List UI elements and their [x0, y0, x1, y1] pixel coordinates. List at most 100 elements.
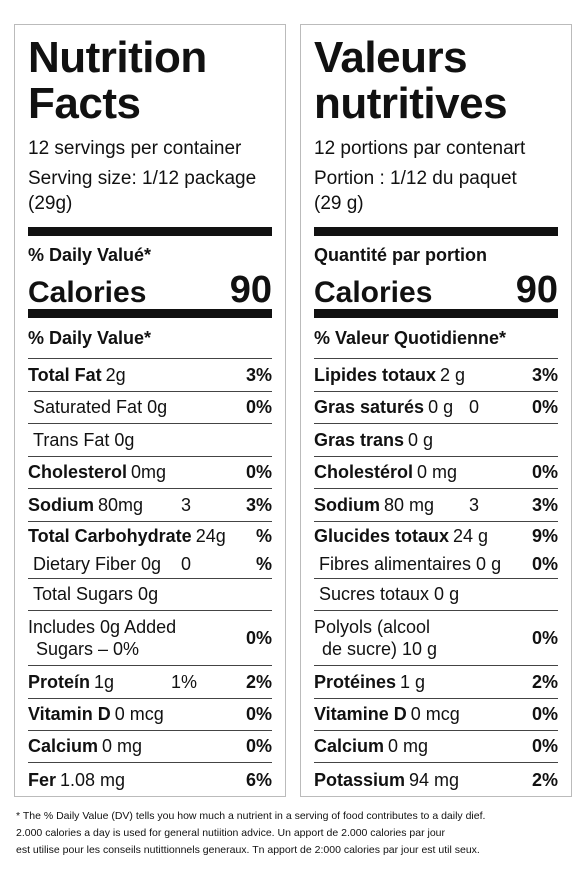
calories-value: 90 — [229, 269, 272, 311]
title: Valeurs nutritives — [314, 33, 508, 128]
nutrient-name: Glucides totaux — [314, 525, 450, 546]
thick-rule — [28, 309, 272, 318]
nutrient-amount: 80 mg — [384, 494, 435, 515]
nutrient-note: 3 — [469, 494, 480, 515]
nutrient-row: Potassium 94 mg 2% — [314, 762, 558, 798]
panel-french: Valeurs nutritives 12 portions par conten… — [300, 24, 572, 797]
nutrient-row: Includes 0g Added Sugars – 0% 0% — [28, 610, 272, 665]
daily-value: 3% — [531, 494, 558, 515]
daily-value: 3% — [245, 364, 272, 385]
daily-value: 0% — [531, 397, 558, 417]
amount-header: Quantité par portion — [314, 245, 487, 265]
title: Nutrition Facts — [28, 33, 207, 128]
nutrient-lines: Includes 0g Added Sugars – 0% — [28, 616, 176, 660]
nutrient-name: Gras saturés — [314, 397, 425, 417]
nutrient-amount: 94 mg — [409, 770, 460, 790]
nutrient-name: Total Fat — [28, 364, 102, 385]
servings: 12 servings per container — [28, 138, 242, 159]
nutrient-row: Gras trans 0 g — [314, 423, 558, 456]
daily-value: 3% — [245, 494, 272, 515]
thick-rule — [314, 309, 558, 318]
nutrient-amount: 0 g — [428, 397, 454, 417]
nutrient-row: Calcium 0 mg 0% — [28, 730, 272, 762]
nutrient-note: 1% — [171, 671, 198, 692]
nutrient-name: Vitamine D — [314, 704, 407, 724]
nutrient-name: Vitamin D — [28, 704, 111, 724]
nutrient-amount: 0 mg — [417, 462, 458, 482]
nutrient-row: Gras saturés 0 g 0 0% — [314, 391, 558, 423]
nutrient-row: Cholesterol 0mg 0% — [28, 456, 272, 488]
nutrient-name: Calcium — [28, 736, 99, 756]
nutrient-amount: 1 g — [400, 671, 426, 692]
nutrient-name: Lipides totaux — [314, 364, 437, 385]
nutrient-name: Protéines — [314, 671, 397, 692]
nutrient-name: Dietary Fiber 0g — [33, 553, 162, 574]
nutrient-amount: 1g — [94, 671, 115, 692]
serving-size: Portion : 1/12 du paquet — [314, 168, 517, 189]
nutrient-name: Saturated Fat 0g — [33, 397, 168, 417]
nutrient-row: Total Sugars 0g — [28, 578, 272, 610]
daily-value: 0% — [531, 627, 558, 648]
daily-value: 2% — [531, 671, 558, 692]
nutrient-row: Protéines 1 g 2% — [314, 665, 558, 698]
calories-label: Calories — [314, 276, 433, 309]
nutrient-row: Proteín 1g 1% 2% — [28, 665, 272, 698]
daily-value: 0% — [531, 462, 558, 482]
nutrient-amount: 80mg — [98, 494, 144, 515]
daily-value: % — [255, 553, 272, 574]
nutrient-amount: 0 mg — [388, 736, 429, 756]
nutrient-row: Trans Fat 0g — [28, 423, 272, 456]
daily-value: 0% — [531, 736, 558, 756]
nutrient-line: Polyols (alcool — [314, 617, 431, 637]
nutrient-amount: 24 g — [453, 525, 489, 546]
daily-value: 0% — [245, 397, 272, 417]
nutrient-line: Sugars – 0% — [36, 639, 140, 659]
amount-header: % Daily Valué* — [28, 245, 152, 265]
calories-row: Calories 90 — [28, 269, 272, 312]
nutrient-row: Calcium 0 mg 0% — [314, 730, 558, 762]
calories-label: Calories — [28, 276, 147, 309]
daily-value: 0% — [245, 462, 272, 482]
serving-weight: (29 g) — [314, 193, 364, 214]
daily-value: 2% — [531, 770, 558, 790]
daily-value: 0% — [531, 553, 558, 574]
calories-value: 90 — [515, 269, 558, 311]
daily-value: 2% — [245, 671, 272, 692]
nutrient-row: Fer 1.08 mg 6% — [28, 762, 272, 798]
nutrient-row: Total Carbohydrate 24g% — [28, 521, 272, 550]
nutrient-amount: 0 g — [408, 429, 434, 450]
nutrient-name: Cholestérol — [314, 462, 414, 482]
nutrient-row: Dietary Fiber 0g 0% — [28, 550, 272, 578]
footnote-line: * The % Daily Value (DV) tells you how m… — [16, 810, 486, 822]
nutrient-name: Cholesterol — [28, 462, 128, 482]
nutrient-amount: 0 mcg — [410, 704, 460, 724]
nutrient-row: Polyols (alcool de sucre) 10 g 0% — [314, 610, 558, 665]
nutrient-line: Includes 0g Added — [28, 617, 177, 637]
daily-value: % — [255, 525, 272, 546]
nutrient-amount: 24g — [195, 525, 226, 546]
nutrient-name: Trans Fat 0g — [33, 429, 135, 450]
nutrient-name: Total Sugars 0g — [33, 584, 159, 604]
panel-english: Nutrition Facts 12 servings per container… — [14, 24, 286, 797]
servings: 12 portions par contenart — [314, 138, 526, 159]
nutrient-row: Sucres totaux 0 g — [314, 578, 558, 610]
nutrient-name: Fer — [28, 770, 57, 790]
nutrient-name: Sodium — [28, 494, 94, 515]
footnote-line: est utilise pour les conseils nutittionn… — [16, 844, 480, 856]
thick-rule — [28, 227, 272, 236]
nutrient-note: 0 — [181, 553, 192, 574]
nutrient-row: Sodium 80 mg 3 3% — [314, 488, 558, 521]
nutrient-row: Fibres alimentaires 0 g 0% — [314, 550, 558, 578]
daily-value: 0% — [245, 736, 272, 756]
nutrient-amount: 2 g — [440, 364, 466, 385]
nutrient-row: Saturated Fat 0g 0% — [28, 391, 272, 423]
daily-value: 0% — [531, 704, 558, 724]
footnote-line: 2.000 calories a day is used for general… — [16, 827, 446, 839]
nutrient-row: Cholestérol 0 mg 0% — [314, 456, 558, 488]
nutrient-row: Sodium 80mg 3 3% — [28, 488, 272, 521]
nutrient-name: Sucres totaux 0 g — [319, 584, 460, 604]
daily-value: 0% — [245, 704, 272, 724]
nutrient-name: Proteín — [28, 671, 91, 692]
nutrient-amount: 0 mcg — [114, 704, 164, 724]
